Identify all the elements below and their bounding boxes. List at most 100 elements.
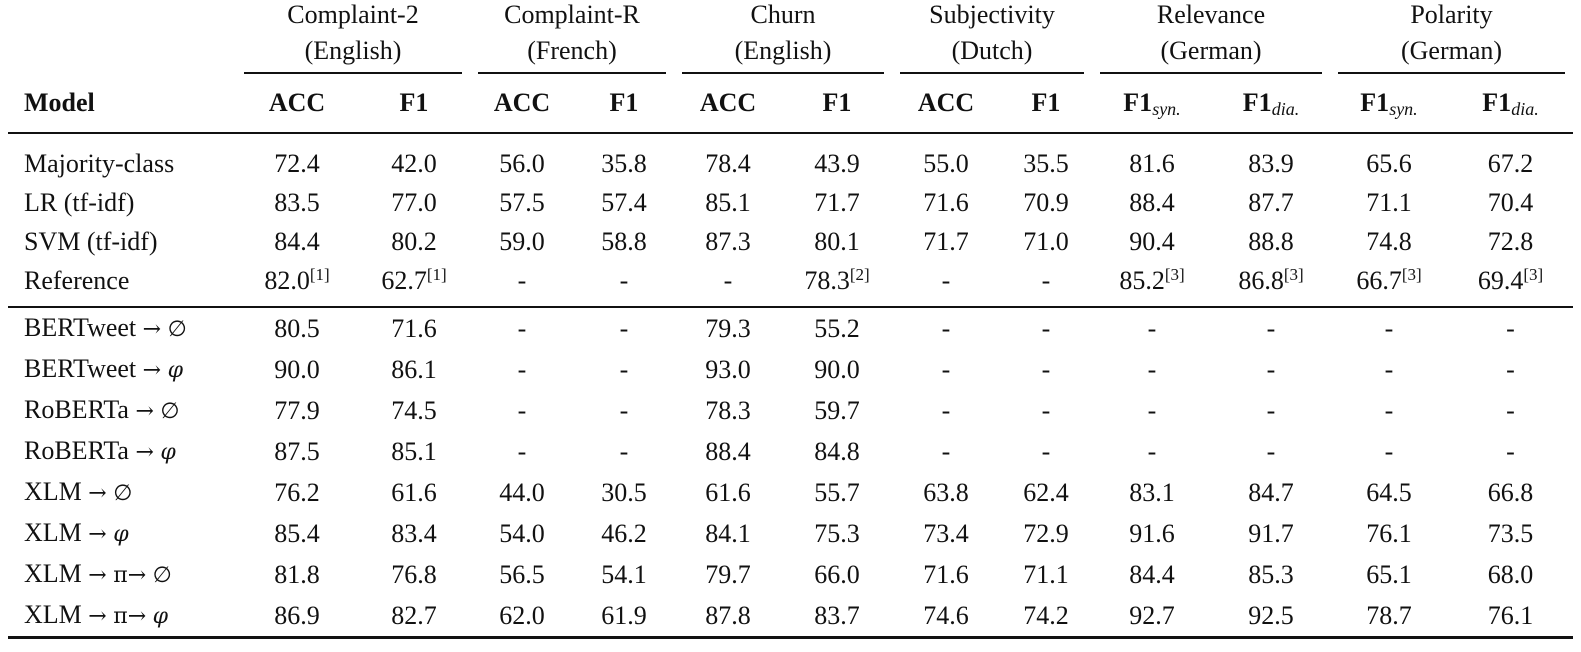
metric-header: F1 <box>358 73 470 134</box>
value-cell: 76.1 <box>1366 518 1412 548</box>
value-cell: - <box>941 354 951 384</box>
value-cell: - <box>1506 354 1515 384</box>
value-cell: 30.5 <box>601 477 647 507</box>
value-cell: 61.6 <box>705 477 751 507</box>
value-cell: 70.4 <box>1487 187 1534 217</box>
dataset-language: (Dutch) <box>951 36 1033 65</box>
dataset-name: Churn <box>750 0 816 29</box>
arrow-icon: → <box>142 357 162 383</box>
dataset-language: (French) <box>527 36 617 65</box>
table-body: Majority-class 72.4 42.0 56.0 35.8 78.4 43.9 55… <box>8 133 1573 639</box>
dataset-name: Complaint-2 <box>287 0 419 29</box>
value-cell: - <box>1147 436 1157 466</box>
table-row: Majority-class 72.4 42.0 56.0 35.8 78.4 43.9 55… <box>8 144 1573 183</box>
value-cell: 83.7 <box>782 594 892 639</box>
value-cell: 87.5 <box>274 436 320 466</box>
dataset-language: (German) <box>1400 36 1503 65</box>
empty-set-symbol: ∅ <box>160 398 180 424</box>
model-name: XLM → π→ φ <box>8 594 236 639</box>
citation-ref: [2] <box>849 264 870 284</box>
value-cell: 57.5 <box>499 187 545 217</box>
value-cell: 69.4[3] <box>1477 264 1544 295</box>
metric-subscript: syn. <box>1152 98 1181 119</box>
value-cell: 43.9 <box>814 148 860 178</box>
dataset-name: Polarity <box>1410 0 1493 29</box>
value-cell: - <box>1266 436 1276 466</box>
dataset-name: Relevance <box>1156 0 1266 29</box>
value-cell: - <box>1041 265 1051 295</box>
value-cell: 76.2 <box>274 477 320 507</box>
value-cell: 72.4 <box>274 148 320 178</box>
metric-header: ACC <box>892 73 1000 134</box>
model-name: SVM (tf-idf) <box>24 226 158 256</box>
value-cell: 93.0 <box>705 354 751 384</box>
arrow-icon: → <box>88 603 107 629</box>
table-row: RoBERTa → φ 87.5 85.1 - - 88.4 84.8 - - - - - - <box>8 431 1573 472</box>
value-cell: - <box>574 305 674 349</box>
value-cell: 74.8 <box>1366 226 1412 256</box>
value-cell: - <box>1000 305 1092 349</box>
value-cell: - <box>1041 395 1051 425</box>
arrow-icon: → <box>135 398 154 424</box>
arrow-icon: → <box>88 480 107 506</box>
metric-header: F1 <box>574 73 674 134</box>
value-cell: 65.1 <box>1366 559 1412 589</box>
value-cell: 76.8 <box>391 559 437 589</box>
phi-symbol: φ <box>167 357 183 383</box>
metric-subscript: dia. <box>1271 98 1300 119</box>
value-cell: 85.2[3] <box>1119 264 1185 295</box>
table-row: RoBERTa → ∅ 77.9 74.5 - - 78.3 59.7 - - - - - - <box>8 390 1573 431</box>
table-header: Complaint-2 Complaint-R Churn Subjectivity R… <box>8 0 1573 134</box>
model-name: LR (tf-idf) <box>24 187 135 217</box>
value-cell: 84.1 <box>705 518 751 548</box>
citation-ref: [3] <box>1283 264 1304 284</box>
table-row: SVM (tf-idf) 84.4 80.2 59.0 58.8 87.3 80.1 71.7… <box>8 222 1573 261</box>
value-cell: 44.0 <box>499 477 545 507</box>
value-cell: 79.3 <box>674 305 782 349</box>
value-cell: 66.8 <box>1487 477 1534 507</box>
value-cell: 86.9 <box>236 594 358 639</box>
value-cell: - <box>470 305 574 349</box>
dataset-name: Subjectivity <box>929 0 1055 29</box>
metric-header: F1syn. <box>1330 73 1448 134</box>
dataset-language: (English) <box>734 36 832 65</box>
model-name: BERTweet → ∅ <box>8 305 236 349</box>
value-cell: 88.4 <box>1129 187 1175 217</box>
value-cell: - <box>1041 436 1051 466</box>
arrow-icon: → <box>88 521 107 547</box>
value-cell: - <box>1041 354 1051 384</box>
value-cell: 82.0[1] <box>264 264 330 295</box>
value-cell: 58.8 <box>601 226 647 256</box>
value-cell: - <box>941 436 951 466</box>
value-cell: 87.7 <box>1248 187 1294 217</box>
value-cell: 81.6 <box>1129 148 1175 178</box>
value-cell: 90.0 <box>274 354 320 384</box>
value-cell: 87.8 <box>674 594 782 639</box>
empty-set-symbol: ∅ <box>167 316 187 342</box>
value-cell: 83.9 <box>1248 148 1294 178</box>
value-cell: 77.9 <box>274 395 320 425</box>
table-row: XLM → ∅ 76.2 61.6 44.0 30.5 61.6 55.7 63.8 62.4 8… <box>8 472 1573 513</box>
value-cell: - <box>1384 354 1394 384</box>
value-cell: 71.0 <box>1023 226 1069 256</box>
value-cell: 85.4 <box>274 518 320 548</box>
value-cell: 80.5 <box>236 305 358 349</box>
arrow-icon: → <box>88 562 107 588</box>
value-cell: - <box>517 354 527 384</box>
value-cell: 88.8 <box>1248 226 1294 256</box>
arrow-icon: → <box>127 562 147 588</box>
model-name: Reference <box>24 265 130 295</box>
phi-symbol: φ <box>152 603 169 629</box>
value-cell: - <box>1147 354 1157 384</box>
value-cell: 46.2 <box>601 518 647 548</box>
metric-header: F1 <box>782 73 892 134</box>
value-cell: 84.7 <box>1248 477 1294 507</box>
value-cell: 81.8 <box>274 559 320 589</box>
metric-subscript: syn. <box>1389 98 1418 119</box>
value-cell: 59.0 <box>499 226 545 256</box>
value-cell: 71.6 <box>358 305 470 349</box>
value-cell: 62.0 <box>470 594 574 639</box>
value-cell: 62.4 <box>1023 477 1069 507</box>
value-cell: 86.8[3] <box>1238 264 1304 295</box>
value-cell: 71.1 <box>1023 559 1069 589</box>
